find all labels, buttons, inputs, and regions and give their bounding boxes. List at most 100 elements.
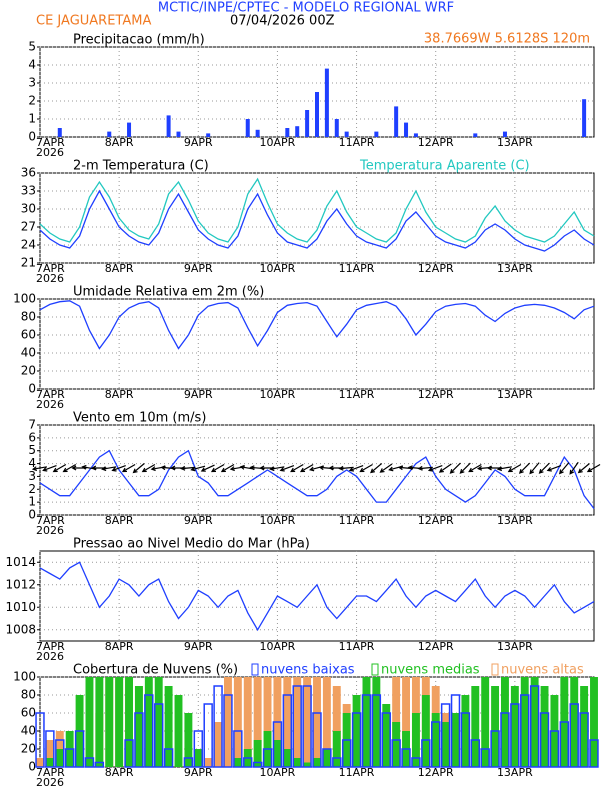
- wind-arrow: [190, 465, 206, 472]
- y-tick-label: 4: [28, 58, 36, 72]
- year-label: 2026: [36, 776, 64, 789]
- cloud-bar: [450, 694, 461, 768]
- cloud-bar: [461, 695, 470, 767]
- legend-entry: nuvens baixas: [261, 663, 355, 678]
- x-tick-label: 13APR: [497, 388, 533, 401]
- data-line: [39, 177, 595, 243]
- cloud-bar: [45, 730, 55, 768]
- x-tick-label: 9APR: [184, 640, 213, 653]
- x-tick-label: 8APR: [105, 514, 134, 527]
- wind-arrow: [31, 466, 47, 472]
- y-tick-label: 1012: [5, 577, 36, 591]
- wind-arrow: [141, 463, 156, 473]
- x-tick-label: 10APR: [260, 136, 296, 149]
- cloud-bar: [341, 739, 352, 768]
- cloud-bar: [35, 712, 45, 768]
- wind-arrow: [279, 465, 295, 472]
- cloud-bar: [85, 677, 94, 767]
- cloud-bar: [115, 677, 124, 767]
- page-title: MCTIC/INPE/CPTEC - MODELO REGIONAL WRF: [158, 1, 454, 16]
- station: CE JAGUARETAMA: [36, 14, 151, 29]
- cloud-bar: [154, 677, 163, 767]
- legend-swatch: [371, 663, 379, 676]
- x-tick-label: 13APR: [497, 766, 533, 779]
- cloud-bar: [134, 686, 143, 767]
- wind-arrow: [338, 465, 354, 471]
- cloud-bar: [539, 712, 550, 768]
- cloud-bar: [55, 749, 64, 767]
- bar: [413, 133, 418, 137]
- x-tick-label: 7APR: [36, 514, 65, 527]
- wind-arrow: [546, 465, 562, 472]
- y-tick-label: 27: [21, 220, 36, 234]
- wind-arrow: [42, 465, 57, 472]
- cloud-bar: [491, 686, 500, 767]
- cloud-bar: [501, 677, 509, 767]
- cloud-bar: [154, 703, 164, 768]
- x-tick-label: 8APR: [105, 766, 134, 779]
- bar: [374, 131, 379, 137]
- cloud-bar: [74, 730, 85, 768]
- bar: [344, 131, 349, 137]
- cloud-bar: [262, 748, 273, 768]
- cloud-bar: [570, 677, 579, 767]
- cloud-bar: [411, 757, 421, 768]
- cloud-bar: [273, 740, 282, 767]
- data-line: [39, 449, 595, 509]
- bar: [394, 106, 399, 137]
- cloud-bar: [213, 685, 223, 768]
- cloud-bar: [470, 739, 480, 768]
- cloud-bar: [381, 712, 391, 768]
- y-tick-label: 100: [13, 670, 36, 684]
- y-tick-label: 1014: [5, 555, 36, 569]
- wind-arrow: [459, 462, 471, 474]
- cloud-bar: [105, 677, 114, 767]
- cloud-bar: [283, 677, 292, 767]
- wind-arrow: [359, 463, 373, 473]
- cloud-bar: [580, 686, 589, 767]
- cloud-bar: [322, 749, 331, 767]
- x-tick-label: 12APR: [418, 514, 454, 527]
- panel-title: Pressao ao Nivel Medio do Mar (hPa): [73, 537, 310, 552]
- legend-entry: nuvens altas: [501, 663, 584, 678]
- cloud-bar: [124, 739, 134, 768]
- y-tick-label: 60: [21, 706, 36, 720]
- bar: [245, 119, 250, 137]
- cloud-bar: [351, 712, 362, 768]
- y-tick-label: 3: [28, 76, 36, 90]
- cloud-bar: [184, 713, 193, 767]
- wind-arrow: [299, 463, 314, 473]
- x-tick-label: 13APR: [497, 262, 533, 275]
- y-tick-label: 4: [28, 456, 36, 470]
- x-tick-label: 11APR: [339, 262, 375, 275]
- cloud-bar: [203, 703, 213, 768]
- cloud-bar: [460, 712, 471, 768]
- bar: [334, 119, 339, 137]
- x-tick-label: 9APR: [184, 136, 213, 149]
- y-tick-label: 0: [28, 382, 36, 396]
- cloud-bar: [421, 739, 431, 768]
- cloud-bar: [589, 739, 599, 768]
- x-tick-label: 8APR: [105, 640, 134, 653]
- cloud-bar: [292, 685, 302, 768]
- x-tick-label: 9APR: [184, 766, 213, 779]
- x-tick-label: 11APR: [339, 766, 375, 779]
- legend-entry: 2-m Temperatura (C): [73, 159, 209, 174]
- y-tick-label: 3: [28, 469, 36, 483]
- cloud-bar: [233, 730, 243, 768]
- wind-arrow: [290, 463, 304, 473]
- cloud-bar: [253, 677, 262, 767]
- legend-entry: nuvens medias: [381, 663, 480, 678]
- y-tick-label: 60: [21, 328, 36, 342]
- cloud-bar: [590, 677, 598, 767]
- cloud-bar: [45, 740, 54, 767]
- year-label: 2026: [36, 398, 64, 411]
- y-tick-label: 0: [28, 508, 36, 522]
- cloud-bar: [391, 739, 401, 768]
- wind-arrow: [507, 463, 522, 473]
- cloud-bar: [402, 677, 410, 767]
- cloud-bar: [431, 721, 441, 768]
- cloud-bar: [224, 677, 232, 767]
- cloud-bar: [332, 757, 342, 768]
